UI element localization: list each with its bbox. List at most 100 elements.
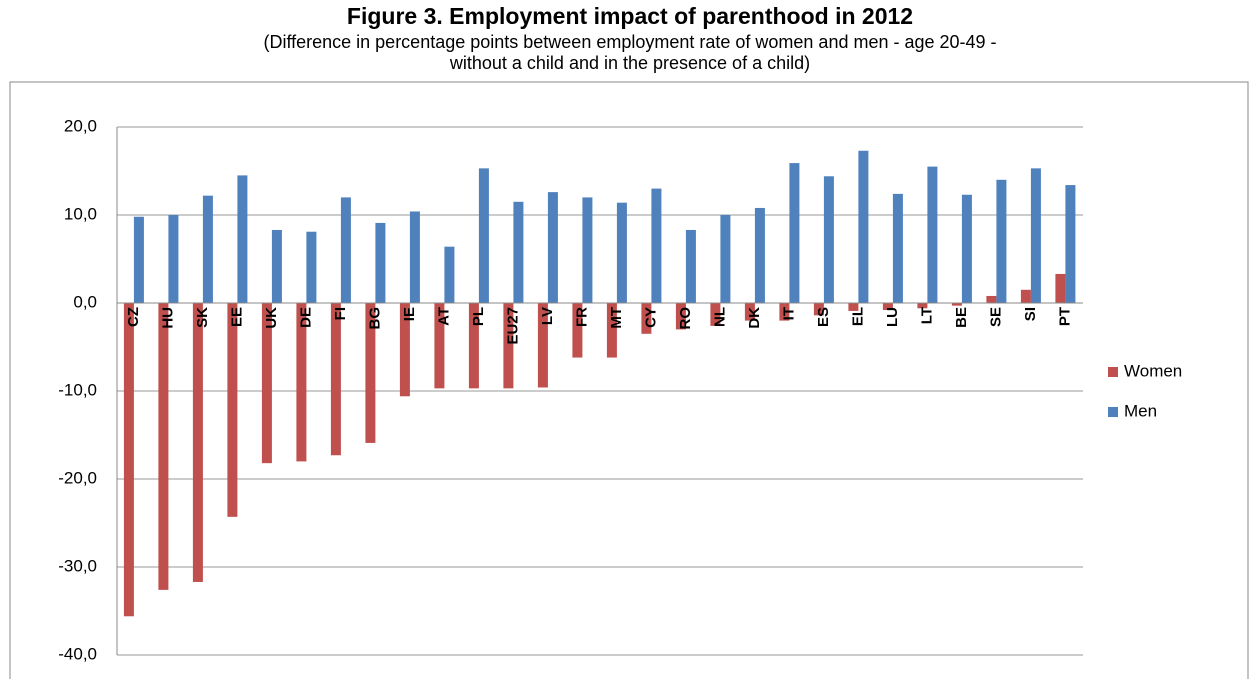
x-tick-label: AT xyxy=(436,307,453,326)
bar xyxy=(227,303,238,517)
x-tick-label: UK xyxy=(263,307,280,329)
x-tick-label: EU27 xyxy=(505,307,522,345)
bar xyxy=(710,303,721,326)
legend-swatch xyxy=(1108,407,1118,417)
x-tick-label: IT xyxy=(781,307,798,320)
bar xyxy=(951,303,962,306)
x-tick-label: SI xyxy=(1022,307,1039,321)
bar xyxy=(606,303,617,358)
bar xyxy=(444,246,455,303)
bar xyxy=(340,197,351,303)
x-tick-label: BE xyxy=(953,307,970,328)
x-tick-label: NL xyxy=(712,307,729,327)
x-tick-label: HU xyxy=(160,307,177,329)
bar xyxy=(917,303,928,309)
x-tick-label: LT xyxy=(919,307,936,324)
bar xyxy=(271,229,282,303)
x-tick-label: BG xyxy=(367,307,384,330)
x-tick-label: FI xyxy=(332,307,349,320)
x-tick-label: PT xyxy=(1057,307,1074,326)
legend-swatch xyxy=(1108,367,1118,377)
bar xyxy=(823,176,834,303)
chart-subtitle: (Difference in percentage points between… xyxy=(263,32,996,52)
y-tick-label: -30,0 xyxy=(58,556,97,575)
bar xyxy=(882,303,893,311)
bar xyxy=(365,303,376,443)
bar xyxy=(892,193,903,303)
bar xyxy=(202,195,213,303)
bar xyxy=(468,303,479,389)
bar xyxy=(813,303,824,316)
bar xyxy=(537,303,548,388)
bar xyxy=(123,303,134,617)
x-tick-label: SE xyxy=(988,307,1005,327)
x-tick-label: RO xyxy=(677,307,694,330)
bar xyxy=(986,295,997,303)
bar xyxy=(1020,289,1031,303)
x-tick-label: EE xyxy=(229,307,246,327)
bar xyxy=(641,303,652,334)
x-tick-label: SK xyxy=(194,307,211,328)
x-tick-label: LU xyxy=(884,307,901,327)
bar xyxy=(616,202,627,303)
bar xyxy=(744,303,755,321)
bar xyxy=(1065,185,1076,303)
bar xyxy=(651,188,662,303)
bar xyxy=(168,215,179,303)
bar xyxy=(927,166,938,303)
bar xyxy=(685,229,696,303)
bar xyxy=(409,211,420,303)
bar xyxy=(754,207,765,303)
bar xyxy=(503,303,514,389)
bar xyxy=(572,303,583,358)
y-tick-label: 20,0 xyxy=(64,116,97,135)
bar xyxy=(1055,273,1066,303)
bar xyxy=(513,201,524,303)
x-tick-label: DE xyxy=(298,307,315,328)
bar xyxy=(296,303,307,462)
bar xyxy=(192,303,203,582)
legend-label: Men xyxy=(1124,401,1157,420)
bar xyxy=(237,175,248,303)
bar xyxy=(858,150,869,303)
bar xyxy=(399,303,410,397)
bar xyxy=(1030,168,1041,303)
x-tick-label: PL xyxy=(470,307,487,326)
bar xyxy=(582,197,593,303)
x-tick-label: LV xyxy=(539,307,556,325)
bar xyxy=(675,303,686,330)
chart-subtitle: without a child and in the presence of a… xyxy=(449,53,810,73)
bar xyxy=(478,168,489,303)
x-tick-label: ES xyxy=(815,307,832,327)
bar xyxy=(261,303,272,464)
bar xyxy=(306,231,317,303)
x-tick-label: CZ xyxy=(125,307,142,327)
bar xyxy=(848,303,859,311)
y-tick-label: 10,0 xyxy=(64,204,97,223)
bar xyxy=(375,222,386,303)
legend-label: Women xyxy=(1124,361,1182,380)
x-tick-label: EL xyxy=(850,307,867,326)
y-tick-label: -20,0 xyxy=(58,468,97,487)
bar xyxy=(434,303,445,389)
bar xyxy=(996,179,1007,303)
bar xyxy=(547,192,558,303)
bar xyxy=(779,303,790,321)
x-tick-label: FR xyxy=(574,307,591,327)
bar xyxy=(961,194,972,303)
bar xyxy=(158,303,169,590)
bar xyxy=(330,303,341,456)
y-tick-label: -10,0 xyxy=(58,380,97,399)
bar xyxy=(133,216,144,303)
y-tick-label: -40,0 xyxy=(58,644,97,663)
bar xyxy=(720,215,731,303)
bar xyxy=(789,163,800,303)
chart-frame xyxy=(9,81,1249,679)
x-tick-label: DK xyxy=(746,307,763,329)
x-tick-label: IE xyxy=(401,307,418,321)
x-tick-label: CY xyxy=(643,307,660,328)
x-tick-label: MT xyxy=(608,307,625,329)
chart-title: Figure 3. Employment impact of parenthoo… xyxy=(347,3,913,29)
y-tick-label: 0,0 xyxy=(73,292,97,311)
